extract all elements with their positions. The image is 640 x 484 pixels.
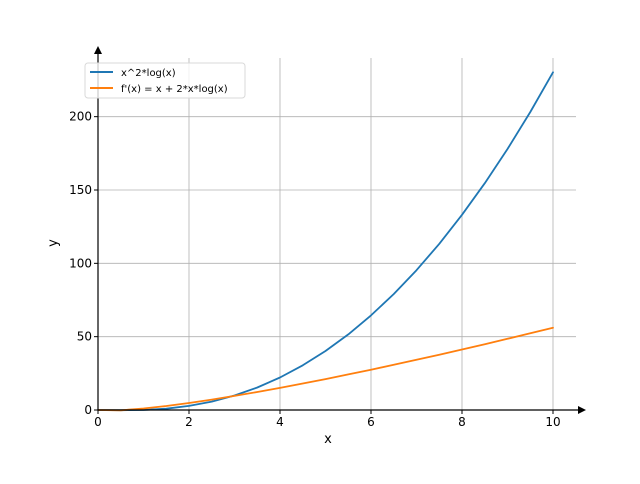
series-layer <box>97 71 554 412</box>
legend: x^2*log(x) f'(x) = x + 2*x*log(x) <box>84 62 246 99</box>
y-tick-label: 150 <box>69 183 92 197</box>
x-axis-label: x <box>324 432 332 447</box>
legend-label-series-2: f'(x) = x + 2*x*log(x) <box>121 84 228 95</box>
y-tick-label: 0 <box>84 403 92 417</box>
y-tick-label: 200 <box>69 110 92 124</box>
x-tick-label: 2 <box>185 415 193 429</box>
x-tick-label: 10 <box>545 415 560 429</box>
x-tick-label: 8 <box>458 415 466 429</box>
y-ticks: 0 50 100 150 200 <box>69 110 98 417</box>
x-ticks: 0 2 4 6 8 10 <box>94 410 561 429</box>
axis-layer: 0 2 4 6 8 10 0 50 100 150 200 x y <box>46 46 586 447</box>
legend-label-series-1: x^2*log(x) <box>121 68 176 79</box>
y-tick-label: 50 <box>77 330 92 344</box>
y-tick-label: 100 <box>69 256 92 270</box>
y-axis-arrow-icon <box>94 46 102 54</box>
x-tick-label: 6 <box>367 415 375 429</box>
grid-layer <box>98 58 576 410</box>
series-line-1 <box>97 71 554 412</box>
x-tick-label: 0 <box>94 415 102 429</box>
x-axis-arrow-icon <box>578 406 586 414</box>
y-axis-label: y <box>46 239 61 247</box>
x-tick-label: 4 <box>276 415 284 429</box>
series-line-2 <box>97 326 554 412</box>
legend-box <box>84 62 246 99</box>
